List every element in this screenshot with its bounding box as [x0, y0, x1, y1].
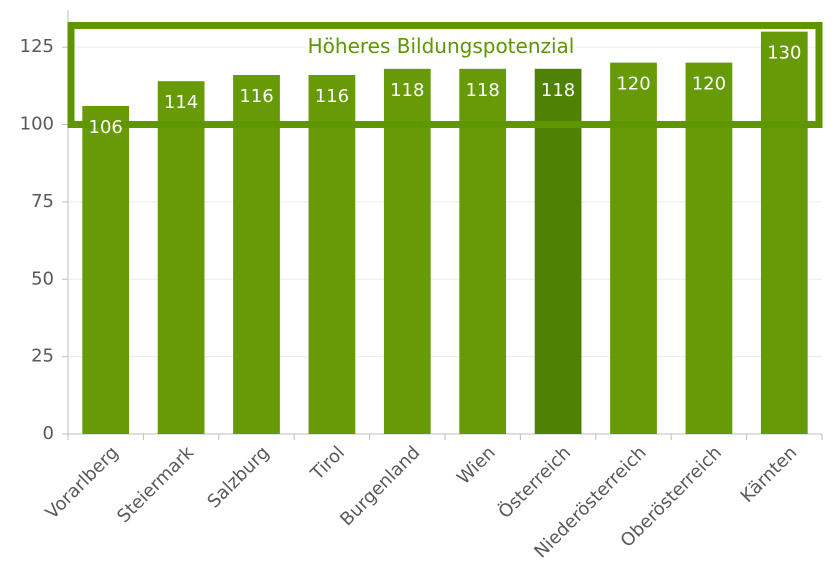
x-tick-label: Steiermark [113, 442, 198, 527]
bar [82, 105, 130, 435]
x-tick-label: Kärnten [737, 442, 802, 507]
value-label: 118 [466, 80, 500, 101]
x-tick-label: Österreich [494, 442, 575, 523]
value-label: 118 [541, 80, 575, 101]
annotation-box [67, 21, 823, 129]
bar [685, 62, 733, 435]
bar [760, 31, 808, 434]
bar [459, 68, 507, 434]
bar [233, 74, 280, 434]
x-tick-label: Vorarlberg [42, 442, 123, 523]
bar [610, 62, 657, 435]
y-tick-label: 25 [31, 346, 54, 367]
bar [383, 68, 431, 434]
value-label: 130 [767, 43, 801, 64]
x-tick-label: Burgenland [336, 442, 424, 530]
y-tick-label: 75 [31, 191, 54, 212]
y-tick-label: 50 [31, 268, 54, 289]
value-label: 116 [239, 86, 273, 107]
x-tick-label: Tirol [306, 442, 349, 485]
value-label: 114 [164, 92, 198, 113]
x-tick-label: Wien [453, 442, 500, 489]
value-label: 106 [89, 117, 123, 138]
bar [308, 74, 356, 434]
annotation-text: Höheres Bildungspotenzial [308, 34, 575, 58]
value-label: 116 [315, 86, 349, 107]
value-label: 120 [616, 74, 650, 95]
x-tick-label: Salzburg [203, 442, 273, 512]
bar [534, 68, 582, 434]
y-tick-label: 100 [20, 114, 54, 135]
bar [157, 81, 205, 434]
value-label: 118 [390, 80, 424, 101]
y-tick-label: 125 [20, 36, 54, 57]
value-label: 120 [692, 74, 726, 95]
y-tick-label: 0 [43, 423, 54, 444]
